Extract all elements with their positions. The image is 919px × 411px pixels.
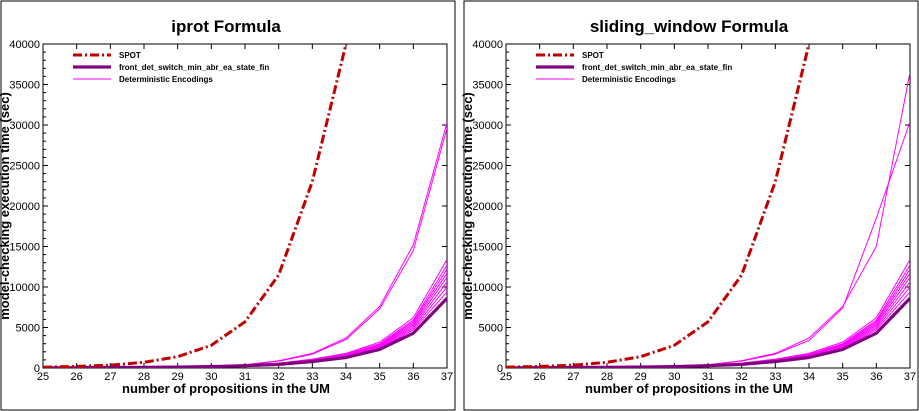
x-tick-label: 32 [273, 371, 285, 383]
x-tick-label: 36 [407, 371, 419, 383]
chart-title: sliding_window Formula [590, 17, 789, 36]
legend-label: Deterministic Encodings [119, 75, 213, 84]
x-tick-label: 33 [769, 371, 781, 383]
y-tick-label: 40000 [472, 39, 503, 51]
x-tick-label: 35 [374, 371, 386, 383]
x-tick-label: 26 [71, 371, 83, 383]
x-tick-label: 27 [104, 371, 116, 383]
y-tick-label: 0 [34, 363, 40, 375]
series-group [506, 44, 910, 368]
y-tick-label: 10000 [472, 282, 503, 294]
x-tick-label: 34 [803, 371, 815, 383]
y-tick-label: 5000 [479, 323, 503, 335]
y-tick-label: 15000 [472, 242, 503, 254]
y-tick-label: 25000 [9, 161, 40, 173]
x-tick-label: 32 [736, 371, 748, 383]
y-tick-label: 20000 [472, 201, 503, 213]
x-tick-label: 36 [870, 371, 882, 383]
y-tick-label: 20000 [9, 201, 40, 213]
y-tick-label: 5000 [16, 323, 40, 335]
series-line-front-det-switch [43, 297, 447, 368]
x-tick-label: 37 [441, 371, 453, 383]
x-axis-label: number of propositions in the UM [585, 381, 793, 396]
legend-label: Deterministic Encodings [582, 75, 676, 84]
x-tick-label: 28 [138, 371, 150, 383]
x-tick-label: 31 [239, 371, 251, 383]
x-tick-label: 28 [601, 371, 613, 383]
series-line-spot [506, 44, 811, 368]
x-tick-label: 33 [306, 371, 318, 383]
series-group [43, 44, 447, 368]
legend-label: SPOT [582, 51, 604, 60]
y-tick-label: 10000 [9, 282, 40, 294]
y-tick-label: 25000 [472, 161, 503, 173]
x-tick-label: 29 [635, 371, 647, 383]
y-tick-label: 30000 [9, 120, 40, 132]
x-tick-label: 34 [340, 371, 352, 383]
x-tick-label: 31 [702, 371, 714, 383]
series-line-spot [43, 44, 348, 368]
chart-iprot: iprot Formula 0 5000 10000 15000 20000 25000 30… [0, 17, 453, 396]
x-tick-label: 27 [567, 371, 579, 383]
chart-title: iprot Formula [171, 17, 281, 36]
x-tick-label: 26 [534, 371, 546, 383]
y-tick-label: 35000 [472, 80, 503, 92]
x-tick-label: 37 [904, 371, 916, 383]
x-tick-label: 30 [668, 371, 680, 383]
y-axis-label: model-checking execution time (sec) [0, 92, 12, 320]
y-tick-label: 0 [497, 363, 503, 375]
legend-label: front_det_switch_min_abr_ea_state_fin [582, 63, 732, 72]
y-tick-label: 40000 [9, 39, 40, 51]
x-tick-label: 25 [37, 371, 49, 383]
x-tick-label: 29 [172, 371, 184, 383]
y-tick-label: 15000 [9, 242, 40, 254]
x-tick-label: 35 [837, 371, 849, 383]
chart-sliding-window: sliding_window Formula 0 5000 10000 15000 200… [460, 17, 916, 396]
legend-label: SPOT [119, 51, 141, 60]
x-axis-label: number of propositions in the UM [122, 381, 330, 396]
x-tick-label: 25 [500, 371, 512, 383]
x-tick-label: 30 [205, 371, 217, 383]
series-line-front-det-switch [506, 297, 910, 368]
legend-label: front_det_switch_min_abr_ea_state_fin [119, 63, 269, 72]
y-axis-label: model-checking execution time (sec) [460, 92, 475, 320]
y-tick-label: 35000 [9, 80, 40, 92]
y-tick-label: 30000 [472, 120, 503, 132]
